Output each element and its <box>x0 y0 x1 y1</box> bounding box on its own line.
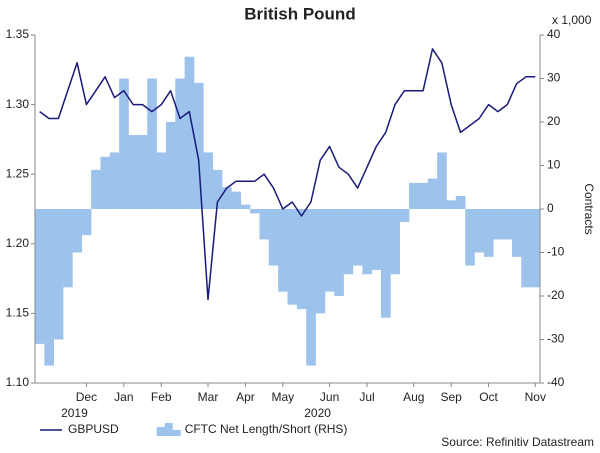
area-step <box>72 209 83 253</box>
x-tick-label: Sep <box>440 390 462 404</box>
area-step <box>156 152 167 209</box>
area-step <box>362 209 372 275</box>
y2-tick-label: 30 <box>547 71 561 85</box>
area-step <box>278 209 288 292</box>
area-step <box>175 78 185 209</box>
y2-unit-label: x 1,000 <box>552 13 592 27</box>
area-step <box>100 156 111 209</box>
area-step <box>193 82 204 209</box>
area-step <box>493 209 503 240</box>
area-step <box>530 209 541 288</box>
area-step <box>119 78 129 209</box>
y2-tick-label: 10 <box>547 158 561 172</box>
line <box>39 48 536 301</box>
area-step <box>259 209 270 240</box>
area-step <box>399 209 410 223</box>
y2-tick-label: 20 <box>547 114 561 128</box>
year-label: 2019 <box>61 406 88 420</box>
area-step <box>184 56 195 209</box>
area-step <box>212 169 223 209</box>
area-step <box>296 209 307 310</box>
area-step <box>324 209 335 292</box>
area-step <box>128 135 139 209</box>
y-tick-label: 1.25 <box>6 166 30 180</box>
year-label: 2020 <box>304 406 331 420</box>
area-step <box>465 209 475 266</box>
area-step <box>483 209 494 257</box>
area-step <box>44 209 55 366</box>
x-tick-label: Jan <box>114 390 133 404</box>
area-step <box>315 209 326 314</box>
area-step <box>511 209 522 257</box>
area-step <box>418 182 429 209</box>
y2-tick-label: 40 <box>547 27 561 41</box>
area-step <box>203 152 213 209</box>
area-step <box>455 195 466 209</box>
x-tick-label: Feb <box>151 390 172 404</box>
y-tick-label: 1.35 <box>6 27 30 41</box>
area-step <box>437 152 447 209</box>
area-step <box>521 209 531 288</box>
area-step <box>287 209 298 305</box>
x-tick-label: Jun <box>320 390 339 404</box>
x-tick-label: Apr <box>236 390 255 404</box>
x-tick-label: Jul <box>359 390 374 404</box>
y2-tick-label: -30 <box>547 332 565 346</box>
x-tick-label: Mar <box>198 390 219 404</box>
chart-title: British Pound <box>244 4 355 23</box>
area-step <box>231 191 242 209</box>
area-step <box>381 209 391 318</box>
area-step <box>352 209 363 266</box>
y2-tick-label: -10 <box>547 245 565 259</box>
area-step <box>165 122 176 209</box>
y2-tick-label: 0 <box>547 201 554 215</box>
area-step <box>409 182 419 209</box>
area-step <box>427 178 438 209</box>
legend-label: CFTC Net Length/Short (RHS) <box>185 422 348 436</box>
area-step <box>91 169 101 209</box>
y-tick-label: 1.10 <box>6 375 30 389</box>
area-step <box>306 209 316 366</box>
area-step <box>268 209 279 266</box>
y2-tick-label: -40 <box>547 375 565 389</box>
area-step <box>502 209 513 240</box>
y-tick-label: 1.20 <box>6 236 30 250</box>
area-step <box>222 187 232 209</box>
x-tick-label: Aug <box>403 390 424 404</box>
source: Source: Refinitiv Datastream <box>441 435 594 449</box>
area-step <box>147 78 157 209</box>
area-step <box>334 209 344 296</box>
x-tick-label: Dec <box>76 390 97 404</box>
y-tick-label: 1.15 <box>6 306 30 320</box>
area-step <box>371 209 382 270</box>
area-step <box>109 152 120 209</box>
area-step <box>35 209 45 344</box>
area-step <box>63 209 73 288</box>
x-tick-label: Oct <box>479 390 498 404</box>
area-step <box>81 209 92 236</box>
area-step <box>137 135 148 209</box>
area-step <box>53 209 64 340</box>
area-step <box>446 200 457 209</box>
y2-tick-label: -20 <box>547 288 565 302</box>
area-step <box>343 209 354 275</box>
y2-axis-label: Contracts <box>582 183 596 234</box>
area-step <box>390 209 401 275</box>
y-tick-label: 1.30 <box>6 97 30 111</box>
area-step <box>240 204 251 209</box>
legend-label: GBPUSD <box>68 422 119 436</box>
area-step <box>250 209 260 214</box>
x-tick-label: May <box>271 390 294 404</box>
area-step <box>474 209 485 253</box>
legend-swatch <box>156 423 181 436</box>
x-tick-label: Nov <box>525 390 546 404</box>
